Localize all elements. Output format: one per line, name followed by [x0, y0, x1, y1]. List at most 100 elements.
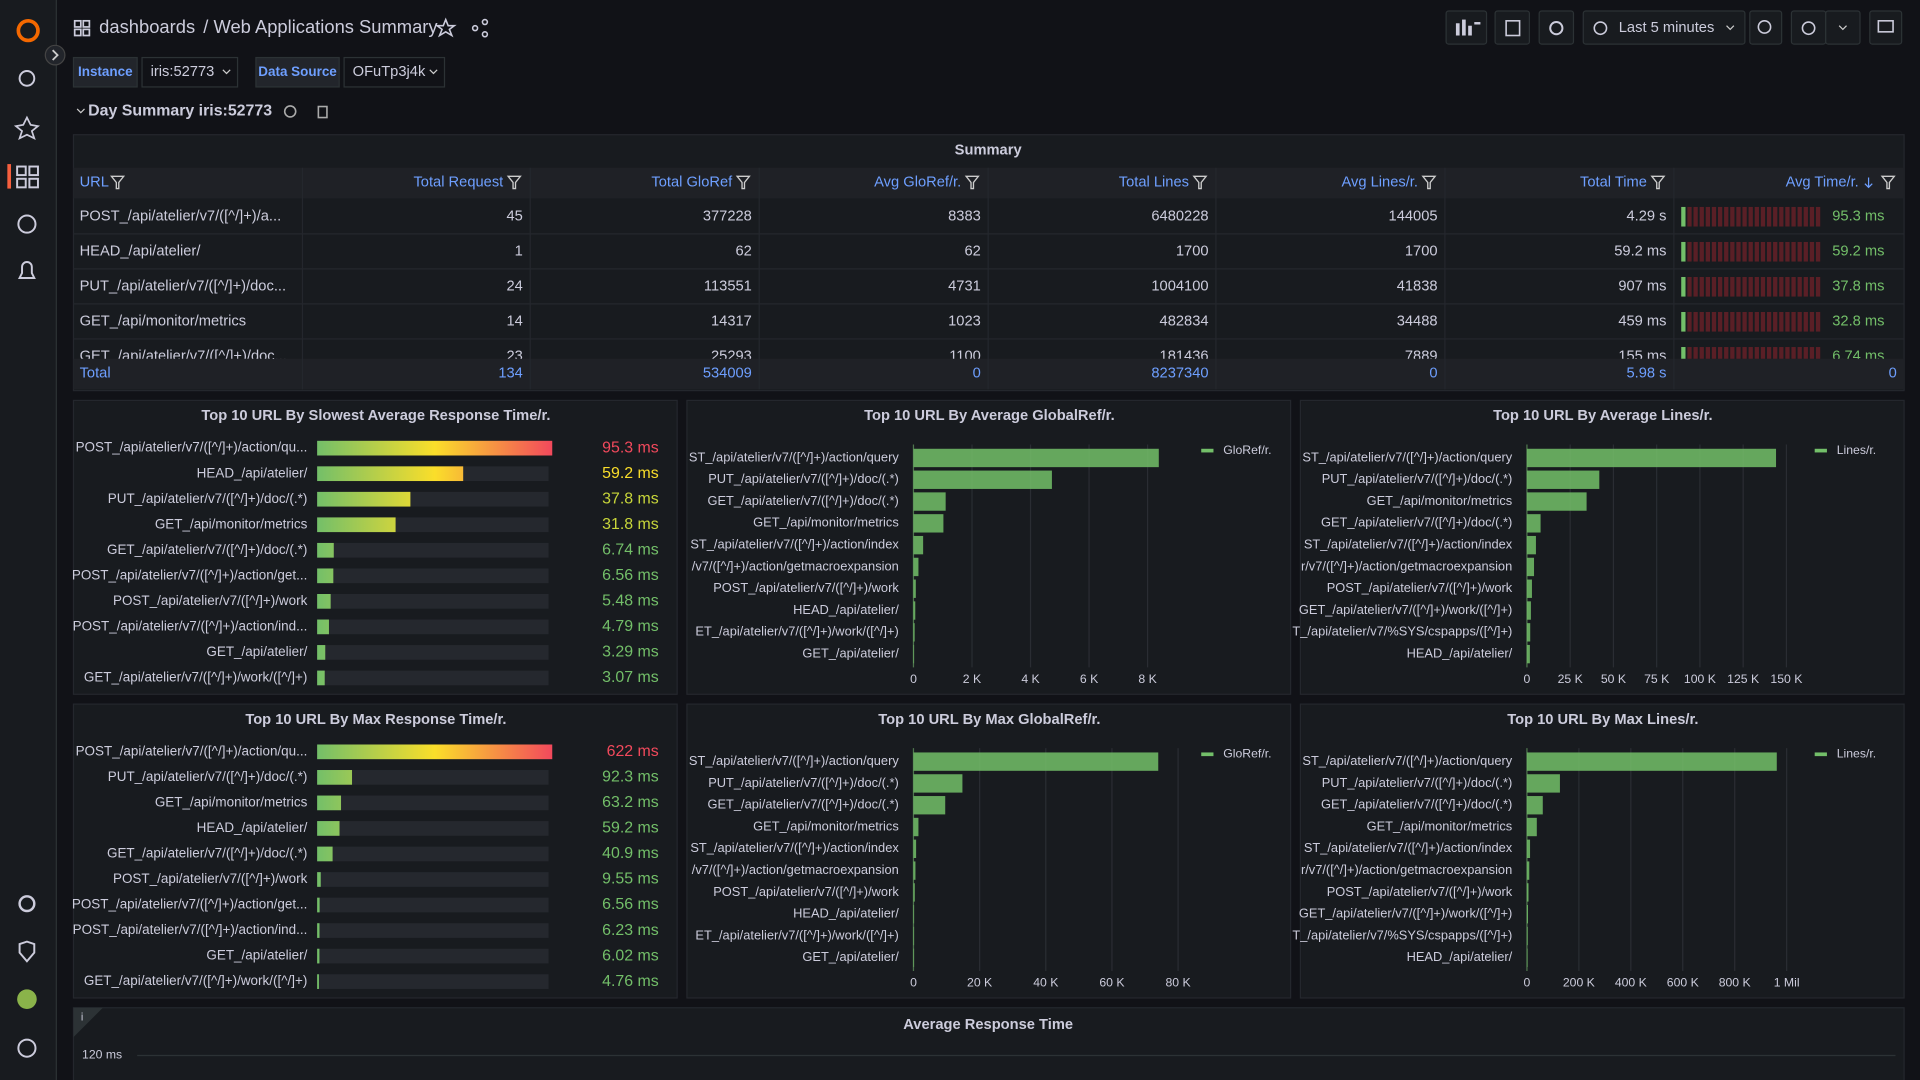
alerting-icon[interactable] — [18, 261, 36, 279]
filter-icon[interactable] — [735, 175, 751, 190]
row-collapse[interactable] — [76, 108, 85, 114]
table-cell: 32.8 ms — [1832, 314, 1884, 330]
bar-label: PUT_/api/atelier/v7/([^/]+)/doc/(.*) — [708, 471, 899, 486]
bar-label: GET_/api/monitor/metrics — [753, 818, 899, 833]
gauge-segment — [1785, 206, 1790, 227]
filter-icon[interactable] — [964, 175, 980, 190]
bar-label: GET_/api/atelier/v7/([^/]+)/work/([^/]+) — [1299, 602, 1512, 617]
bar-label: PUT_/api/atelier/v7/([^/]+)/doc/(.*) — [108, 769, 308, 784]
bar-label: r/v7/([^/]+)/action/getmacroexpansion — [1301, 558, 1512, 573]
settings-icon-top — [1549, 21, 1564, 36]
add-panel-button[interactable] — [1445, 10, 1488, 45]
column-header[interactable]: Total Request — [413, 174, 503, 190]
timeseries-panel — [72, 1007, 1905, 1080]
explore-icon[interactable] — [17, 214, 37, 234]
star-button[interactable] — [434, 17, 457, 38]
column-header[interactable]: Avg Lines/r. — [1341, 174, 1417, 190]
row-delete[interactable] — [317, 105, 328, 119]
info-corner[interactable] — [73, 1007, 103, 1038]
refresh-button[interactable] — [1790, 10, 1827, 45]
column-header[interactable]: URL — [80, 174, 109, 190]
filter-icon[interactable] — [1880, 175, 1896, 190]
dashboards-icon[interactable] — [16, 165, 39, 189]
caret — [222, 69, 231, 75]
bar-label: GET_/api/monitor/metrics — [753, 515, 899, 530]
filter-icon[interactable] — [1192, 175, 1208, 190]
gauge-segment — [1785, 347, 1790, 359]
column-header[interactable]: Avg Time/r. — [1786, 174, 1859, 190]
bar-label: /v7/([^/]+)/action/getmacroexpansion — [692, 862, 899, 877]
table-cell: 59.2 ms — [1614, 244, 1666, 260]
share-button[interactable] — [471, 18, 489, 38]
gauge-segment — [1742, 241, 1747, 262]
zoom-out-button[interactable] — [1749, 10, 1783, 45]
bar-label: ST_/api/atelier/v7/([^/]+)/action/index — [690, 840, 899, 855]
bar-value: 37.8 ms — [602, 490, 659, 507]
column-header[interactable]: Total GloRef — [651, 174, 733, 190]
table-cell: HEAD_/api/atelier/ — [80, 244, 202, 260]
refresh-interval-button[interactable] — [1825, 10, 1861, 45]
bar-value: 4.76 ms — [602, 973, 659, 990]
gauge-segment — [1760, 347, 1766, 359]
filter-icon[interactable] — [110, 175, 126, 190]
save-button[interactable] — [1494, 10, 1530, 45]
expand-button[interactable] — [44, 44, 66, 66]
bar — [1526, 623, 1531, 642]
gauge-segment — [1766, 206, 1772, 227]
gauge-segment — [1687, 347, 1692, 359]
column-header[interactable]: Total Lines — [1119, 174, 1189, 190]
variable-select[interactable] — [141, 56, 239, 88]
row-title[interactable]: Day Summary iris:52773 — [88, 103, 272, 120]
admin-icon[interactable] — [18, 940, 36, 963]
tv-mode-button[interactable] — [1869, 10, 1903, 45]
gauge-segment — [1717, 276, 1723, 297]
gauge-segment — [1773, 276, 1778, 297]
row-settings[interactable] — [283, 105, 297, 118]
variable-select[interactable] — [343, 56, 446, 88]
x-tick-label: 0 — [1524, 975, 1531, 989]
table-cell: 907 ms — [1618, 279, 1666, 295]
filter-icon[interactable] — [1421, 175, 1437, 190]
bar-label: POST_/api/atelier/v7/([^/]+)/work — [713, 884, 899, 899]
x-tick-label: 60 K — [1099, 975, 1125, 989]
bar-label: GET_/api/atelier/v7/([^/]+)/doc/(.*) — [1321, 797, 1512, 812]
time-picker[interactable] — [1582, 10, 1746, 45]
bar-label: PUT_/api/atelier/v7/([^/]+)/doc/(.*) — [1322, 775, 1513, 790]
gauge-segment — [1797, 347, 1802, 359]
gauge-segment — [1766, 347, 1772, 359]
x-tick-label: 8 K — [1138, 672, 1157, 686]
x-tick-label: 800 K — [1719, 975, 1752, 989]
table-cell: GET_/api/atelier/v7/([^/]+)/doc... — [80, 349, 287, 365]
settings-icon[interactable] — [18, 895, 36, 913]
variables: Instance iris:52773 Data Source OFuTp3j4k — [72, 56, 446, 88]
variable-value: iris:52773 — [151, 64, 215, 80]
bar-label: ST_/api/atelier/v7/([^/]+)/action/query — [1302, 449, 1512, 464]
bar — [317, 897, 320, 913]
settings-button[interactable] — [1538, 10, 1575, 45]
help-icon[interactable] — [17, 1038, 37, 1058]
bar — [913, 448, 1159, 468]
x-tick-label: 0 — [1524, 672, 1531, 686]
panel-title: Average Response Time — [903, 1017, 1073, 1033]
search-icon[interactable] — [18, 70, 36, 87]
gauge-segment — [1736, 206, 1741, 227]
table-cell: 1023 — [948, 314, 981, 330]
starred-icon[interactable] — [13, 115, 40, 141]
bar-label: GET_/api/monitor/metrics — [155, 516, 308, 531]
column-header[interactable]: Avg GloRef/r. — [874, 174, 961, 190]
breadcrumb[interactable]: dashboards — [99, 16, 195, 37]
gauge-segment — [1717, 241, 1723, 262]
bar-label: POST_/api/atelier/v7/([^/]+)/work — [113, 871, 308, 886]
column-header[interactable]: Total Time — [1580, 174, 1647, 190]
grafana-logo[interactable] — [16, 18, 40, 43]
bar-label: GET_/api/atelier/v7/([^/]+)/doc/(.*) — [107, 542, 307, 557]
user-avatar[interactable] — [17, 989, 37, 1009]
bar-value: 622 ms — [607, 743, 659, 760]
bar-label: PUT_/api/atelier/v7/([^/]+)/doc/(.*) — [108, 491, 308, 506]
table-cell: 23 — [507, 349, 523, 365]
bar — [1526, 535, 1536, 555]
bar-label: PUT_/api/atelier/v7/([^/]+)/doc/(.*) — [1322, 471, 1513, 486]
bar — [913, 839, 917, 858]
filter-icon[interactable] — [1650, 175, 1666, 190]
filter-icon[interactable] — [506, 175, 522, 190]
